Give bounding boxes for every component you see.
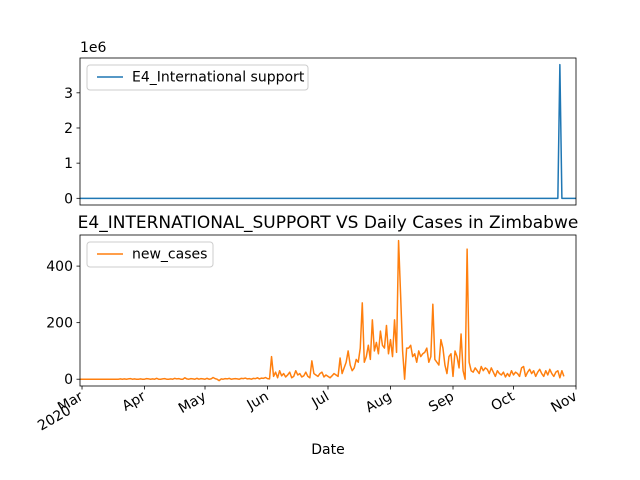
axes-frame [79,234,577,387]
x-tick-label: Jun [244,389,272,414]
series-line-new_cases [80,239,565,382]
x-tick-label: Oct [489,388,518,414]
top-legend-box [86,64,309,91]
x-tick-label: Nov [548,389,580,417]
bottom-series-lines [80,239,565,382]
bottom-legend-box [86,241,214,268]
y-tick-label: 200 [46,316,73,332]
y-tick-label: 3 [64,86,73,102]
top-panel: 1e6 0 1 2 3 E4_International support [64,40,577,207]
bottom-panel: E4_INTERNATIONAL_SUPPORT VS Daily Cases … [35,213,580,458]
y-tick-label: 1 [64,156,73,172]
top-offset-text: 1e6 [80,40,107,56]
top-y-ticks: 0 1 2 3 [64,86,80,207]
top-legend: E4_International support [86,64,309,91]
x-tick-label: Aug [363,389,395,417]
series-line-E4_International support [80,63,576,200]
bottom-legend: new_cases [86,241,214,268]
top-legend-label: E4_International support [132,70,305,86]
chart-title: E4_INTERNATIONAL_SUPPORT VS Daily Cases … [78,213,579,233]
top-series-lines [80,63,576,200]
top-axes-frame [79,57,577,206]
y-tick-label: 0 [64,372,73,388]
x-tick-label: Sep [426,389,457,416]
x-axis-label: Date [311,442,344,458]
bottom-y-ticks: 0 200 400 [46,259,80,388]
x-tick-label: Jul [308,389,332,412]
y-tick-label: 400 [46,259,73,275]
x-tick-label: May [176,389,209,417]
x-tick-label: Apr [120,388,149,414]
y-tick-label: 0 [64,191,73,207]
x-tick-label: 2020 [35,403,74,435]
axes-frame [79,57,577,206]
bottom-axes-frame [79,234,577,387]
bottom-legend-label: new_cases [132,247,207,263]
y-tick-label: 2 [64,121,73,137]
